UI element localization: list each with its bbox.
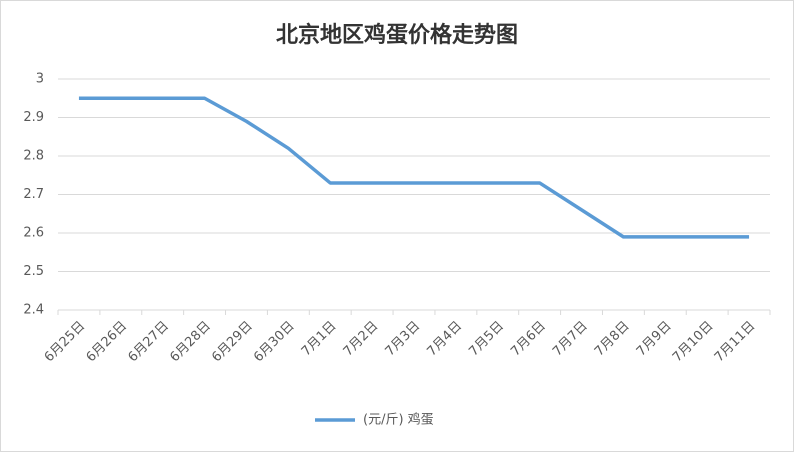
y-tick-label: 2.6 (23, 226, 44, 241)
legend-label: (元/斤) 鸡蛋 (363, 412, 434, 428)
data-line (78, 96, 750, 239)
y-tick-label: 2.4 (23, 303, 44, 318)
chart-title: 北京地区鸡蛋价格走势图 (276, 22, 518, 48)
y-tick-label: 2.5 (23, 264, 44, 279)
y-tick-label: 2.8 (23, 149, 44, 164)
y-tick-label: 2.7 (23, 187, 44, 202)
y-tick-label: 3 (36, 72, 44, 87)
y-tick-label: 2.9 (23, 110, 44, 125)
